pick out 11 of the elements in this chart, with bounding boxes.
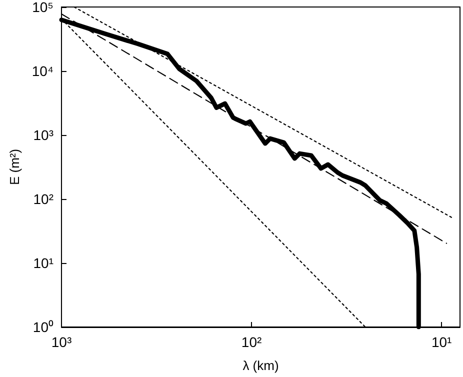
y-tick-label: 10⁴ bbox=[32, 63, 54, 79]
x-axis-title: λ (km) bbox=[242, 358, 279, 373]
y-tick-label: 10² bbox=[33, 191, 54, 207]
y-axis-title: E (m²) bbox=[7, 148, 22, 186]
x-tick-label: 10² bbox=[241, 334, 262, 350]
y-tick-label: 10¹ bbox=[33, 255, 54, 271]
y-tick-label: 10⁰ bbox=[32, 319, 54, 335]
y-tick-label: 10⁵ bbox=[32, 0, 54, 15]
y-tick-label: 10³ bbox=[33, 127, 54, 143]
x-tick-label: 10³ bbox=[51, 334, 72, 350]
x-tick-label: 10¹ bbox=[431, 334, 452, 350]
